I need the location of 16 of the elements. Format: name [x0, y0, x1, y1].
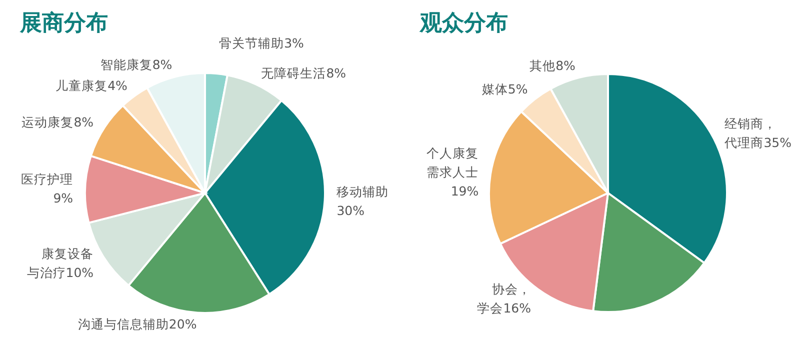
slice-label: 其他8%	[530, 58, 576, 74]
slice-label: 康复设备与治疗10%	[26, 246, 94, 280]
slice-label: 移动辅助30%	[336, 184, 389, 218]
slice-label: 儿童康复4%	[56, 78, 128, 94]
slice-label: 运动康复8%	[22, 114, 94, 130]
slice-label: 媒体5%	[482, 81, 528, 96]
slice-label: 协会，学会16%	[477, 281, 532, 316]
slice-label: 骨关节辅助3%	[219, 36, 304, 51]
chart-title: 展商分布	[19, 10, 108, 36]
slice-label: 经销商，代理商35%	[724, 116, 792, 150]
slice-label: 智能康复8%	[100, 57, 172, 72]
slice-label: 个人康复需求人士19%	[426, 146, 479, 199]
slice-label: 沟通与信息辅助20%	[78, 316, 197, 332]
slice-label: 医疗护理9%	[21, 171, 74, 206]
slice-label: 无障碍生活8%	[261, 66, 346, 81]
chart-title: 观众分布	[419, 11, 508, 36]
